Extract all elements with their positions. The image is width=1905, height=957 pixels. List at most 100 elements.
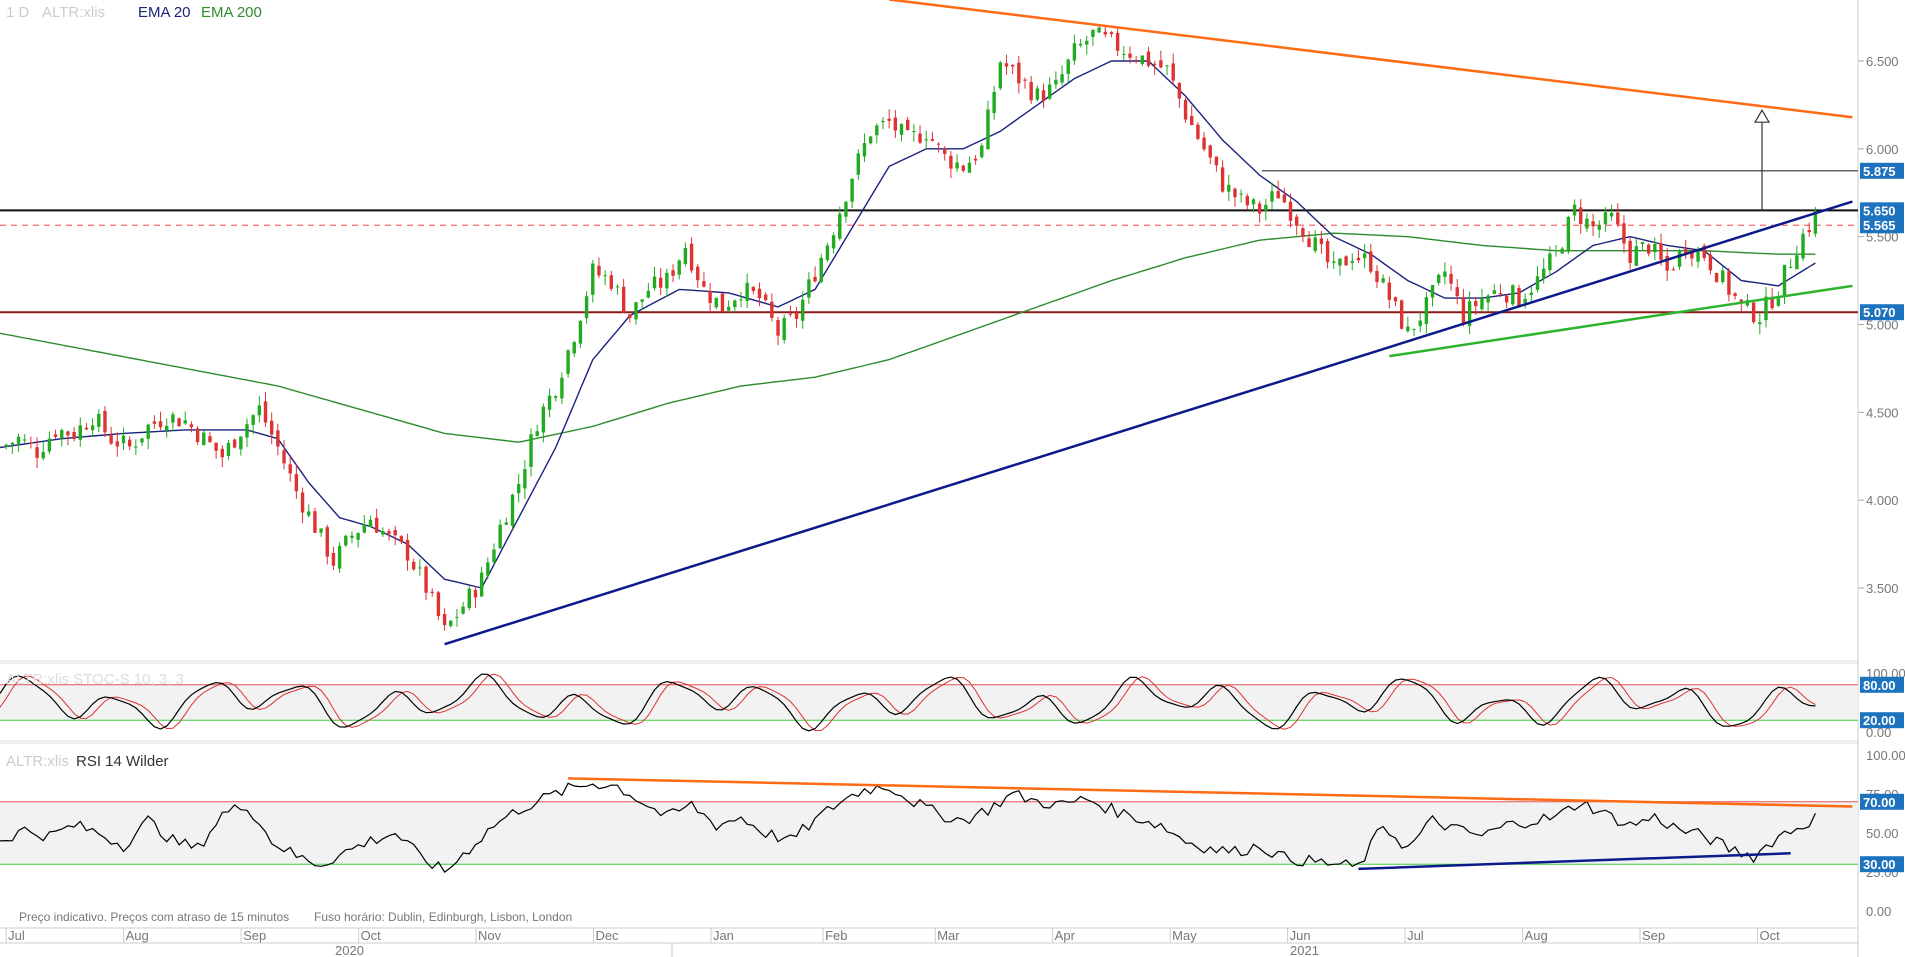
candle-body: [1727, 271, 1731, 295]
candle-body: [1270, 191, 1274, 202]
month-label: Jul: [8, 928, 25, 943]
price-panel[interactable]: [0, 0, 1858, 660]
candle-body: [887, 118, 891, 121]
candle-body: [1461, 297, 1466, 324]
delay-notice: Preço indicativo. Preços com atraso de 1…: [19, 910, 289, 924]
candle-body: [1622, 223, 1626, 244]
candle-body: [90, 425, 95, 431]
candle-body: [930, 138, 935, 141]
candle-body: [1085, 40, 1089, 45]
candle-body: [838, 213, 842, 239]
candle-body: [405, 539, 410, 561]
panel-separator-1[interactable]: [0, 660, 1858, 664]
candle-body: [905, 119, 910, 130]
candle-body: [819, 257, 823, 282]
month-label: Jul: [1407, 928, 1424, 943]
candle-body: [4, 444, 8, 447]
month-label: May: [1172, 928, 1197, 943]
candle-body: [1282, 194, 1287, 203]
rsi-tick-label: 100.00: [1866, 748, 1905, 763]
candle-body: [1585, 218, 1589, 229]
year-label: 2020: [335, 943, 364, 957]
candle-body: [152, 421, 157, 424]
candle-body: [683, 247, 688, 265]
candle-body: [356, 533, 360, 540]
candle-body: [1782, 264, 1787, 296]
candle-body: [208, 436, 212, 442]
candle-body: [1035, 88, 1040, 100]
candle-body: [177, 418, 181, 427]
stoch-badge-80: 80.00: [1863, 678, 1896, 693]
candle-body: [998, 62, 1003, 89]
candle-body: [708, 290, 712, 303]
candle-body: [430, 591, 434, 593]
candle-body: [35, 447, 39, 458]
ema200-legend[interactable]: EMA 200: [201, 4, 262, 21]
candle-body: [1251, 199, 1256, 205]
candle-body: [523, 469, 527, 489]
candle-body: [362, 524, 367, 533]
candle-body: [319, 528, 323, 533]
trendline-support-blue: [444, 200, 1853, 646]
candle-body: [943, 148, 947, 155]
level-badge-5070: 5.070: [1863, 305, 1896, 320]
candle-body: [1399, 300, 1404, 329]
price-tick-label: 4.500: [1866, 405, 1899, 420]
level-badge-5070-bg: [1860, 304, 1904, 321]
price-tick-label: 5.500: [1866, 230, 1899, 245]
candle-body: [189, 424, 194, 428]
candle-body: [313, 511, 317, 533]
candle-body: [220, 448, 224, 458]
stoch-neutral-band: [0, 684, 1858, 721]
candle-body: [1010, 64, 1015, 67]
price-plot: [0, 0, 1858, 646]
candle-body: [986, 109, 990, 150]
candle-body: [1066, 59, 1070, 74]
candle-body: [1387, 282, 1392, 300]
candle-body: [1227, 184, 1231, 192]
stoch-badge-80-bg: [1860, 676, 1904, 693]
candle-body: [239, 436, 243, 450]
candle-body: [949, 155, 953, 169]
candle-body: [504, 522, 509, 525]
candle-body: [912, 131, 916, 133]
candle-body: [1733, 293, 1737, 296]
candle-body: [1628, 240, 1632, 264]
candle-body: [763, 294, 768, 300]
candle-body: [1498, 293, 1503, 295]
x-axis[interactable]: Jul Aug Sep Oct Nov Dec Jan Feb Mar Apr May Jun Jul A…: [5, 928, 1780, 957]
candle-body: [1097, 27, 1101, 33]
candle-body: [751, 287, 756, 291]
candle-body: [1381, 278, 1385, 283]
candle-body: [1140, 55, 1145, 64]
candle-body: [171, 414, 175, 423]
candle-body: [615, 286, 620, 288]
month-label: Sep: [1642, 928, 1665, 943]
candle-body: [1171, 63, 1175, 81]
candle-body: [1301, 228, 1305, 237]
candle-body: [1202, 137, 1206, 150]
price-tick-label: 3.500: [1866, 581, 1899, 596]
ema20-legend[interactable]: EMA 20: [138, 4, 191, 21]
candle-body: [1609, 212, 1614, 217]
trendline-rsi-resistance-orange: [568, 777, 1853, 808]
candle-body: [337, 545, 342, 569]
rsi-tick-label: 0.00: [1866, 904, 1891, 919]
candle-body: [1134, 59, 1138, 61]
candle-body: [467, 588, 471, 608]
candle-body: [393, 529, 397, 536]
candle-body: [486, 562, 490, 576]
candle-body: [640, 299, 644, 302]
candle-body: [1492, 290, 1496, 294]
candle-body: [1362, 253, 1367, 259]
candle-body: [1288, 201, 1293, 221]
candle-body: [1048, 84, 1052, 99]
panel-separator-2[interactable]: [0, 740, 1858, 744]
candle-body: [1751, 302, 1756, 323]
candle-body: [973, 158, 978, 161]
stoch-badge-20-bg: [1860, 712, 1904, 729]
candle-body: [1640, 242, 1645, 245]
candle-body: [134, 446, 138, 448]
candle-body: [449, 620, 453, 627]
